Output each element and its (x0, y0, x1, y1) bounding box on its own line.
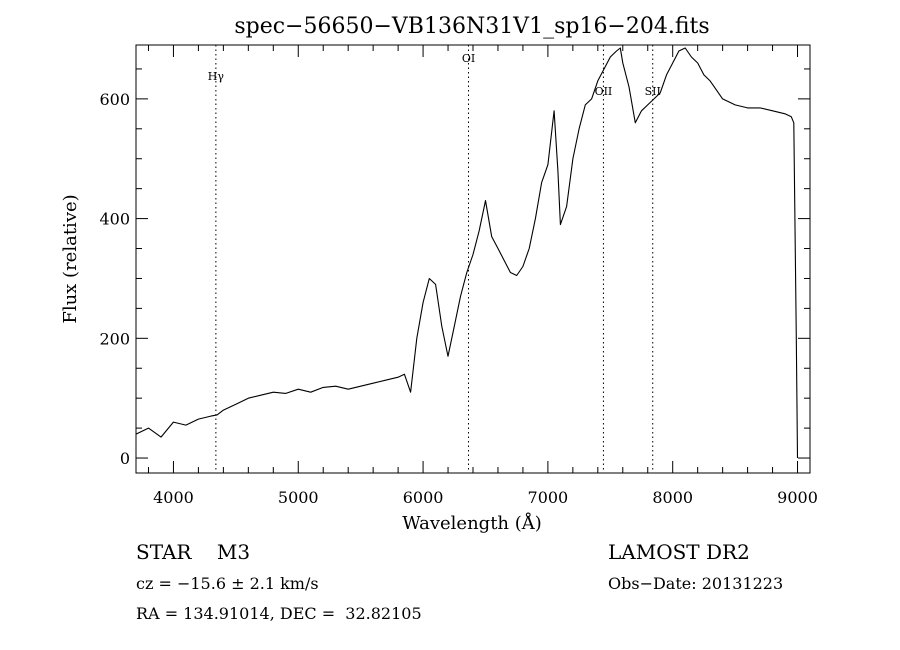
chart-title: spec−56650−VB136N31V1_sp16−204.fits (234, 14, 709, 39)
y-tick-label: 400 (99, 210, 130, 229)
line-label: Hγ (208, 70, 225, 83)
y-tick-label: 0 (120, 449, 130, 468)
line-label: OII (595, 85, 613, 98)
x-tick-label: 8000 (652, 488, 693, 507)
x-axis-label: Wavelength (Å) (402, 512, 542, 534)
axis-ticks: 4000 5000 6000 7000 8000 9000 0 200 400 600 (99, 45, 818, 507)
x-tick-label: 7000 (528, 488, 569, 507)
y-axis-label: Flux (relative) (60, 194, 81, 323)
x-tick-label: 9000 (777, 488, 818, 507)
survey-name: LAMOST DR2 (608, 540, 750, 564)
y-tick-label: 600 (99, 90, 130, 109)
y-tick-label: 200 (99, 329, 130, 348)
reference-lines: Hγ OI OII SII (208, 45, 661, 473)
redshift-text: cz = −15.6 ± 2.1 km/s (136, 574, 319, 593)
object-class: STAR M3 (136, 540, 251, 564)
x-tick-label: 4000 (153, 488, 194, 507)
x-tick-label: 6000 (403, 488, 444, 507)
line-label: SII (645, 85, 661, 98)
line-label: OI (462, 52, 475, 65)
x-tick-label: 5000 (278, 488, 319, 507)
coordinates-text: RA = 134.91014, DEC = 32.82105 (136, 604, 422, 623)
obs-date: Obs−Date: 20131223 (608, 574, 784, 593)
spectrum-line (135, 47, 799, 459)
plot-frame (135, 44, 811, 474)
